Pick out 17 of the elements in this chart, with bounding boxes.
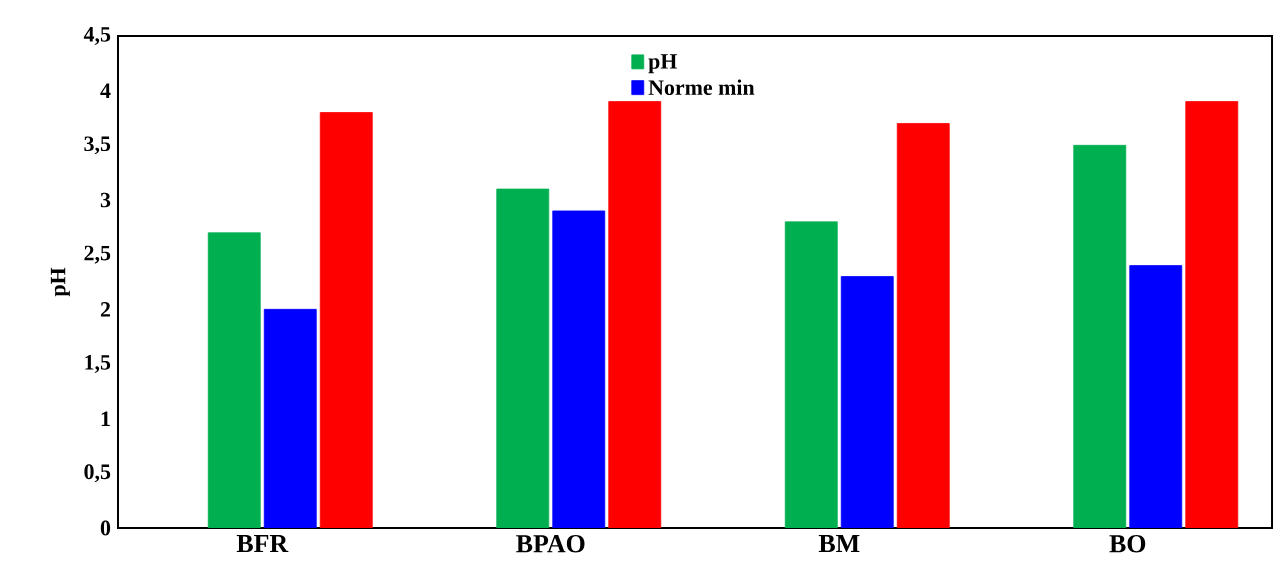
- y-tick-label: 3,5: [84, 136, 111, 155]
- y-axis-title: pH: [50, 267, 70, 297]
- y-tick-label: 4: [100, 83, 111, 98]
- x-tick-label: BPAO: [516, 535, 585, 553]
- y-tick-label: 0: [100, 520, 111, 536]
- x-tick-label: BM: [818, 535, 860, 553]
- x-tick-label: BO: [1109, 535, 1146, 553]
- y-tick-label: 4,5: [83, 27, 111, 45]
- y-tick-label: 2,5: [84, 245, 111, 264]
- legend-label: Norme min: [648, 79, 755, 95]
- x-tick-label: BFR: [236, 535, 289, 553]
- y-tick-label: 2: [100, 302, 110, 317]
- y-tick-label: 1: [101, 411, 110, 426]
- legend-label: pH: [648, 54, 678, 74]
- y-tick-label: 1,5: [85, 355, 111, 373]
- y-tick-label: 3: [100, 192, 111, 208]
- y-tick-label: 0,5: [84, 464, 111, 483]
